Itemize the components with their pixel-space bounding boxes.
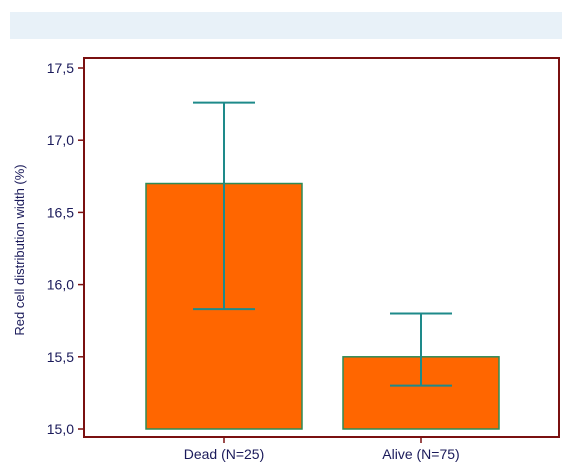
x-category-label: Alive (N=75) bbox=[382, 446, 459, 462]
y-tick-label: 17,5 bbox=[47, 60, 74, 76]
y-axis-title: Red cell distribution width (%) bbox=[12, 164, 27, 335]
y-tick-label: 15,0 bbox=[47, 421, 74, 437]
y-tick-label: 16,5 bbox=[47, 204, 74, 220]
x-category-label: Dead (N=25) bbox=[184, 446, 265, 462]
y-tick-label: 15,5 bbox=[47, 349, 74, 365]
y-tick-label: 16,0 bbox=[47, 277, 74, 293]
y-tick-label: 17,0 bbox=[47, 132, 74, 148]
plot-frame bbox=[83, 57, 560, 438]
header-band bbox=[10, 12, 562, 39]
